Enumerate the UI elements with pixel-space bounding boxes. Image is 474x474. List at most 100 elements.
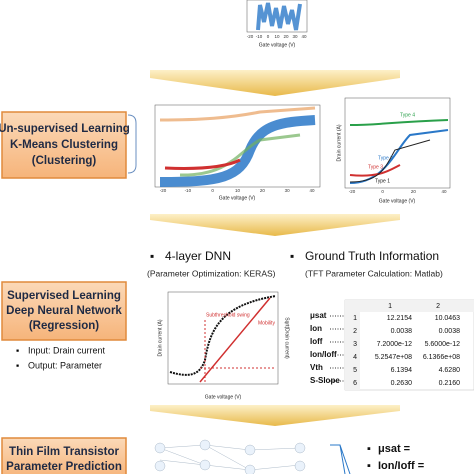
- output-text: Ion/Ioff =: [378, 460, 424, 472]
- x-tick-label: -10: [256, 34, 263, 39]
- table-cell: 0.0038: [439, 328, 461, 335]
- bullet-text: Input: Drain current: [28, 345, 106, 355]
- stage-box: [1, 111, 127, 179]
- bullet: ▪: [150, 249, 154, 263]
- curves: [164, 158, 241, 170]
- table-cell: 6.1394: [391, 367, 413, 374]
- output-text: μsat =: [378, 443, 410, 455]
- x-tick-label: 40: [441, 189, 447, 194]
- param-label: Vth: [310, 363, 323, 372]
- param-label: μsat: [310, 311, 327, 320]
- x-tick-label: 20: [260, 188, 266, 193]
- x-tick-label: 30: [285, 188, 291, 193]
- subheading: (TFT Parameter Calculation: Matlab): [305, 268, 443, 278]
- row-header: 6: [353, 380, 357, 387]
- bullet: ▪: [16, 345, 19, 355]
- row-header: 3: [353, 341, 357, 348]
- plot-frame: [167, 291, 279, 385]
- param-label: Ion/Ioff: [310, 350, 337, 359]
- types-plot: Type 4 Type 1 Type 2 Type 3 Drain curren…: [336, 97, 451, 204]
- curve-icon: [330, 444, 351, 474]
- bullet: ▪: [16, 360, 19, 370]
- box-text: Deep Neural Network: [6, 305, 122, 317]
- subheading: (Parameter Optimization: KERAS): [147, 268, 276, 278]
- table-cell: 0.2160: [439, 380, 461, 387]
- box-text: Parameter Prediction: [6, 461, 122, 473]
- x-tick-label: -20: [349, 189, 356, 194]
- x-label: Gate voltage (V): [379, 198, 416, 204]
- param-label: S-Slope: [310, 376, 340, 385]
- annotation: Mobility: [258, 320, 275, 326]
- curve: [199, 297, 271, 383]
- column-header: 1: [388, 303, 392, 310]
- column-header: 2: [436, 303, 440, 310]
- x-tick-label: 0: [211, 188, 214, 193]
- stage-box: [1, 437, 127, 474]
- x-tick-label: 10: [235, 188, 241, 193]
- annotation: Subthreshold swing: [206, 312, 250, 318]
- x-tick-label: 40: [301, 34, 307, 39]
- type-label: Type 3: [368, 164, 383, 170]
- box-text: Supervised Learning: [7, 290, 121, 302]
- curves: [159, 106, 316, 122]
- top-plot: -20 -10 0 10 20 30 40 Gate voltage (V): [247, 0, 308, 48]
- x-tick-label: -20: [247, 34, 254, 39]
- curve: [349, 119, 449, 126]
- plot-frame: [344, 97, 451, 189]
- x-tick-label: 0: [381, 189, 384, 194]
- x-tick-label: -20: [160, 188, 167, 193]
- x-tick-label: 10: [274, 34, 280, 39]
- cluster-plot: -20 -10 0 10 20 30 40 Gate voltage (V): [154, 104, 321, 201]
- x-tick-label: 30: [292, 34, 298, 39]
- heading: Ground Truth Information: [305, 249, 439, 263]
- box-text: Un-supervised Learning: [0, 123, 130, 135]
- curves: [256, 2, 302, 31]
- table-cell: 0.0038: [391, 328, 413, 335]
- down-arrow: [150, 214, 400, 236]
- param-label: Ion: [310, 324, 322, 333]
- curve: [349, 139, 431, 183]
- x-tick-label: 40: [309, 188, 315, 193]
- table-cell: 12.2154: [387, 315, 412, 322]
- table-cell: 7.2000e-12: [377, 341, 413, 348]
- row-header: 4: [353, 354, 357, 361]
- curves: [159, 115, 316, 187]
- table: 1 2 1 12.2154 10.0463 2 0.0038 0.0038 3 7.2000e-1…: [344, 299, 474, 391]
- table-rowhead: [345, 300, 360, 390]
- network: [154, 439, 306, 474]
- curve: [349, 164, 401, 177]
- x-label: Gate voltage (V): [219, 195, 256, 201]
- type-label: Type 1: [375, 178, 390, 184]
- table-cell: 10.0463: [435, 315, 460, 322]
- table-cell: 4.6280: [439, 367, 461, 374]
- row-header: 1: [353, 315, 357, 322]
- row-header: 5: [353, 367, 357, 374]
- box-text: (Regression): [29, 320, 99, 332]
- heading: 4-layer DNN: [165, 249, 231, 263]
- bullet-text: Output: Parameter: [28, 360, 102, 370]
- transfer-plot: Subthreshold swing Mobility Drain curren…: [157, 291, 290, 400]
- bullet: ▪: [367, 460, 371, 472]
- row-header: 2: [353, 328, 357, 335]
- x-label: Gate voltage (V): [259, 42, 296, 48]
- param-label: Ioff: [310, 337, 323, 346]
- table-cell: 5.6000e-12: [425, 341, 461, 348]
- stage-box: [1, 281, 127, 341]
- y-label: Drain current (A): [157, 319, 163, 356]
- param-list: μsat Ion Ioff Ion/Ioff Vth S-Slope: [310, 311, 344, 385]
- brace: [127, 114, 137, 174]
- box-text: Thin Film Transistor: [9, 446, 119, 458]
- box-text: (Clustering): [32, 155, 97, 167]
- type-label: Type 4: [400, 112, 415, 118]
- down-arrow: [150, 70, 400, 96]
- x-tick-label: -10: [185, 188, 192, 193]
- table-cell: 5.2547e+08: [375, 354, 412, 361]
- x-tick-label: 0: [267, 34, 270, 39]
- x-tick-label: 20: [411, 189, 417, 194]
- y-label: Drain current (A): [336, 124, 342, 161]
- type-label: Type 2: [378, 155, 393, 161]
- x-tick-label: 20: [283, 34, 289, 39]
- bullet: ▪: [290, 249, 294, 263]
- table-cell: 0.2630: [391, 380, 413, 387]
